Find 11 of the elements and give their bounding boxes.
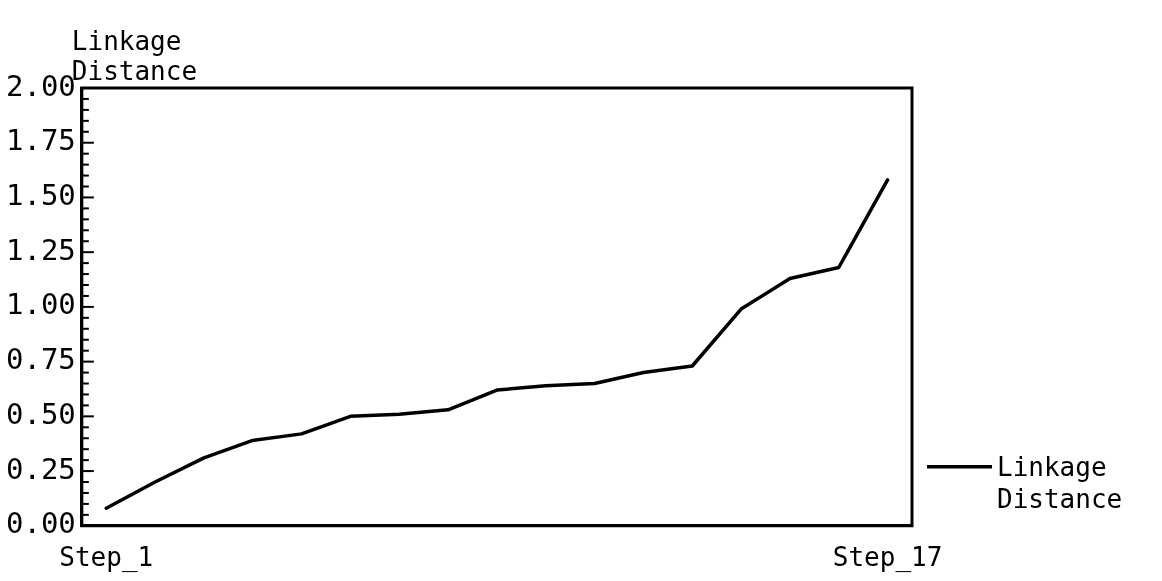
y-tick-label: 1.75 (5, 123, 76, 158)
y-tick-label: 1.50 (5, 177, 76, 212)
x-tick-label: Step_1 (59, 542, 154, 574)
y-tick-label: 0.25 (5, 451, 76, 486)
y-tick-label: 1.25 (5, 232, 76, 267)
y-tick-label: 0.00 (5, 506, 76, 541)
y-tick-label: 0.50 (5, 396, 76, 431)
y-tick-label: 0.75 (5, 342, 76, 377)
y-tick-label: 1.00 (5, 287, 76, 322)
legend-label: Linkage Distance (997, 451, 1123, 514)
x-tick-label: Step_17 (832, 542, 943, 574)
